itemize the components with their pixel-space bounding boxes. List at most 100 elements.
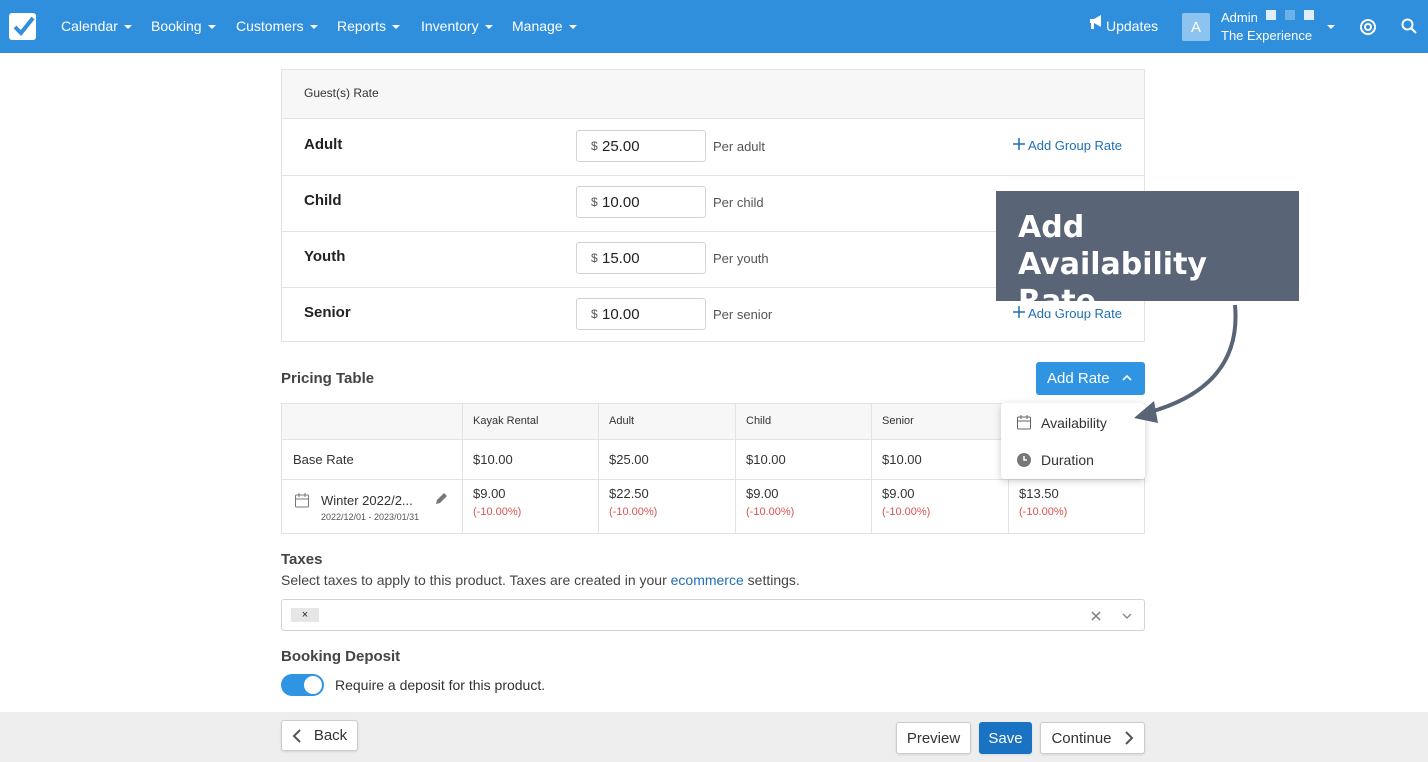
clear-icon[interactable] xyxy=(1090,610,1102,622)
rate-input[interactable]: $10.00 xyxy=(576,298,706,330)
nav-item[interactable]: Manage xyxy=(512,18,577,34)
row-divider xyxy=(282,231,1144,232)
rate-input[interactable]: $10.00 xyxy=(576,186,706,218)
season-change: (-10.00%) xyxy=(746,506,795,518)
base-value: $10.00 xyxy=(473,452,513,467)
preview-button[interactable]: Preview xyxy=(896,722,971,754)
add-rate-text: Add Rate xyxy=(1047,370,1110,387)
currency: $ xyxy=(591,251,598,265)
plus-icon xyxy=(1013,138,1026,150)
rate-input[interactable]: $25.00 xyxy=(576,130,706,162)
caret xyxy=(123,24,132,29)
rate-unit: Per child xyxy=(713,195,764,210)
column-header: Adult xyxy=(609,415,635,427)
rate-label: Youth xyxy=(304,248,346,265)
currency: $ xyxy=(591,195,598,209)
column-header: Kayak Rental xyxy=(473,415,539,427)
amount: 10.00 xyxy=(602,194,640,211)
back-button[interactable]: Back xyxy=(281,720,358,751)
nav-item[interactable]: Inventory xyxy=(421,18,493,34)
continue-button[interactable]: Continue xyxy=(1040,722,1145,754)
add-group-rate[interactable]: Add Group Rate xyxy=(1013,138,1122,153)
deposit-label: Require a deposit for this product. xyxy=(335,677,546,693)
pricing-title: Pricing Table xyxy=(281,370,375,387)
guest-header-text: Guest(s) Rate xyxy=(304,86,379,100)
logo[interactable] xyxy=(9,13,36,40)
rate-label: Senior xyxy=(304,304,351,321)
table-header xyxy=(282,404,1144,440)
base-value: $10.00 xyxy=(746,452,786,467)
season-change: (-10.00%) xyxy=(882,506,931,518)
nav-item[interactable]: Reports xyxy=(337,18,401,34)
text: settings. xyxy=(747,572,800,588)
taxes-title: Taxes xyxy=(281,551,323,568)
rate-label: Adult xyxy=(304,136,343,153)
taxes-description: Select taxes to apply to this product. T… xyxy=(281,572,800,588)
search-icon[interactable] xyxy=(1401,18,1417,34)
top-nav: Calendar Booking Customers Reports Inventory… xyxy=(0,0,1428,53)
row-divider xyxy=(282,175,1144,176)
org-name: The Experience xyxy=(1221,28,1313,43)
add-rate-button[interactable]: Add Rate xyxy=(1036,362,1145,395)
amount: 15.00 xyxy=(602,250,640,267)
season-value: $9.00 xyxy=(882,486,915,501)
callout-arrow xyxy=(1134,304,1238,423)
edit-icon[interactable] xyxy=(434,492,448,506)
avatar[interactable]: A xyxy=(1182,13,1210,41)
rate-label: Child xyxy=(304,192,342,209)
column-header: Child xyxy=(746,415,772,427)
add-group-rate[interactable]: Add Group Rate xyxy=(1013,306,1122,321)
column-divider xyxy=(735,404,736,533)
guest-header xyxy=(282,70,1144,119)
back-icon xyxy=(292,728,301,743)
updates-icon xyxy=(1090,15,1101,29)
updates[interactable]: Updates xyxy=(1106,18,1159,34)
caret xyxy=(392,24,401,29)
base-value: $25.00 xyxy=(609,452,649,467)
season-value: $22.50 xyxy=(609,486,649,501)
caret xyxy=(568,24,577,29)
ecommerce-link[interactable]: ecommerce xyxy=(670,572,744,588)
nav-item[interactable]: Booking xyxy=(151,18,216,34)
nav-item[interactable]: Calendar xyxy=(61,18,132,34)
callout-text: Add Availability Rate xyxy=(1018,210,1207,319)
column-divider xyxy=(598,404,599,533)
availability-icon xyxy=(1017,415,1031,430)
continue-text: Continue xyxy=(1051,729,1112,747)
text: Select taxes to apply to this product. T… xyxy=(281,572,667,588)
amount: 25.00 xyxy=(602,138,640,155)
rate-unit: Per adult xyxy=(713,139,766,154)
dropdown-icon[interactable] xyxy=(1122,612,1132,620)
rate-input[interactable]: $15.00 xyxy=(576,242,706,274)
rate-unit: Per senior xyxy=(713,307,773,322)
duration-icon xyxy=(1017,453,1031,467)
nav-item[interactable]: Customers xyxy=(236,18,318,34)
column-divider xyxy=(871,404,872,533)
menu-item[interactable]: Duration xyxy=(1041,452,1094,468)
season-name: Winter 2022/2... xyxy=(321,493,413,508)
rate-menu: Availability Duration xyxy=(1001,403,1145,479)
deposit-toggle[interactable] xyxy=(281,674,324,696)
back-text: Back xyxy=(313,727,348,744)
save-button[interactable]: Save xyxy=(979,722,1032,754)
amount: 10.00 xyxy=(602,306,640,323)
toggle-knob xyxy=(304,676,322,694)
caret xyxy=(309,24,318,29)
next-icon xyxy=(1124,731,1133,745)
footer: Back Preview Save Continue xyxy=(0,712,1428,762)
caret xyxy=(207,24,216,29)
tax-select[interactable]: × xyxy=(281,599,1145,631)
season-value: $13.50 xyxy=(1019,486,1059,501)
column-divider xyxy=(462,404,463,533)
menu-item[interactable]: Availability xyxy=(1041,415,1107,431)
season-change: (-10.00%) xyxy=(473,506,522,518)
tax-chip[interactable]: × xyxy=(291,608,319,622)
plus-icon xyxy=(1013,306,1026,318)
redacted xyxy=(1266,10,1314,20)
season-value: $9.00 xyxy=(473,486,506,501)
deposit-title: Booking Deposit xyxy=(281,648,401,665)
caret[interactable] xyxy=(1326,24,1336,30)
help-icon[interactable] xyxy=(1359,18,1377,36)
